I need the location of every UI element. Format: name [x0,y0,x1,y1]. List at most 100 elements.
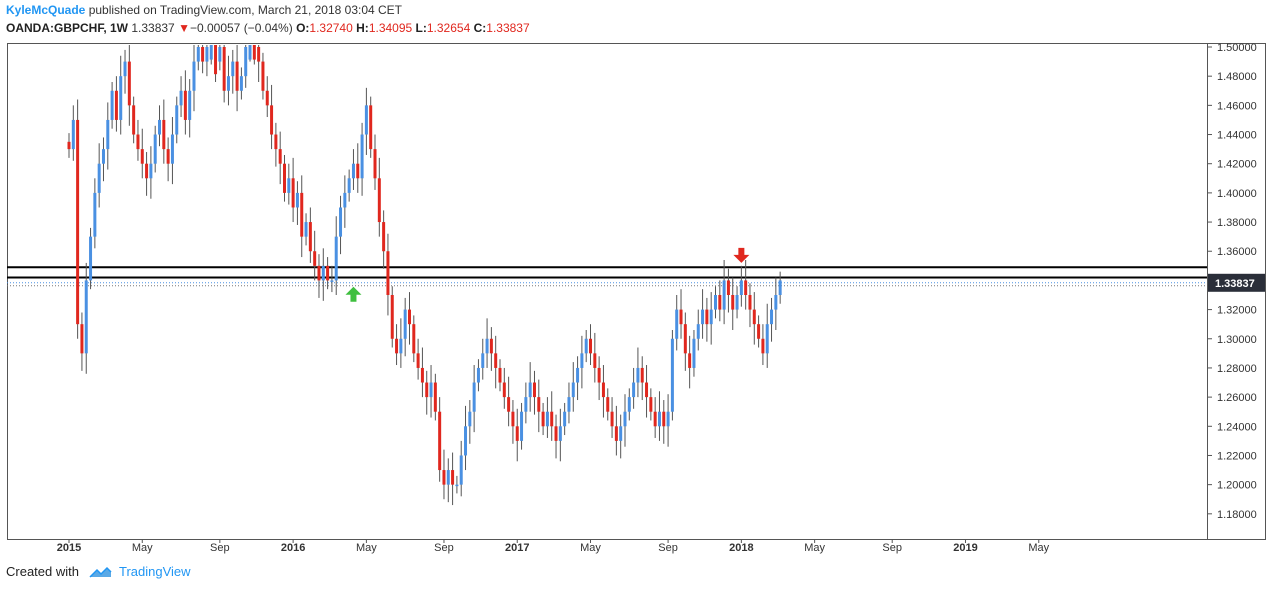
candle-body [468,411,472,427]
candle-body [632,382,636,398]
high-label: H: [356,21,369,35]
x-tick-label: Sep [658,542,678,554]
candle-body [399,338,403,354]
price-change: −0.00057 (−0.04%) [189,21,293,35]
candle-body [239,76,243,91]
candle-body [778,280,782,295]
tradingview-brand-link[interactable]: TradingView [118,564,191,579]
symbol-label[interactable]: OANDA:GBPCHF, 1W [6,21,128,35]
y-tick-label: 1.26000 [1217,392,1257,404]
candle-body [640,367,644,383]
candle-body [106,119,110,150]
candle-body [235,61,239,91]
open-label: O: [296,21,310,35]
y-tick-label: 1.36000 [1217,246,1257,258]
candle-body [76,119,80,325]
y-tick-label: 1.28000 [1217,363,1257,375]
x-tick-label: Sep [210,542,230,554]
candle-body [666,411,670,427]
candle-body [459,455,463,485]
candle-body [770,309,774,325]
last-price: 1.33837 [131,21,175,35]
x-tick-label: 2019 [953,542,977,554]
x-tick-label: May [1028,542,1049,554]
candle-body [412,324,416,354]
candle-body [89,236,93,281]
candle-body [304,222,308,237]
candle-body [476,367,480,383]
candle-body [395,338,399,354]
low-label: L: [415,21,427,35]
candle-body [183,90,187,120]
candle-body [520,411,524,441]
candle-body [571,382,575,398]
candle-body [761,338,765,354]
candle-body [110,90,114,120]
candle-body [369,105,373,150]
candle-body [442,470,446,485]
candle-body [584,338,588,354]
ohlc-line: OANDA:GBPCHF, 1W 1.33837 ▼−0.00057 (−0.0… [6,20,530,38]
candle-body [145,163,149,179]
candle-body [558,426,562,441]
candle-body [731,295,735,310]
candle-body [114,90,118,120]
close-label: C: [473,21,487,35]
candle-body [705,309,709,325]
candle-body [593,353,597,368]
candle-body [257,47,261,62]
candle-body [166,149,170,164]
candle-body [119,76,123,120]
candle-body [132,105,136,135]
candle-body [438,411,442,471]
candle-body [244,47,248,77]
candle-body [636,367,640,383]
y-tick-label: 1.18000 [1217,509,1257,521]
x-tick-label: May [804,542,825,554]
candle-body [127,61,131,106]
candle-body [265,90,269,106]
candle-body [313,251,317,266]
candle-body [455,484,459,487]
chart-area[interactable]: 1.50000 1.48000 1.46000 1.44000 1.42000 1.400… [7,43,1266,554]
candle-body [464,426,468,456]
candle-body [231,61,235,77]
candle-body [170,134,174,164]
y-tick-label: 1.46000 [1217,100,1257,112]
footer: Created with TradingView [6,564,191,579]
tradingview-cloud-icon[interactable] [87,565,113,579]
candle-body [261,61,265,91]
candle-body [709,309,713,325]
candle-body [339,207,343,237]
candle-body [149,163,153,179]
author-link[interactable]: KyleMcQuade [6,3,86,17]
x-tick-label: 2015 [57,542,81,554]
candle-body [580,353,584,368]
y-tick-label: 1.48000 [1217,71,1257,83]
candle-body [610,411,614,427]
candle-body [274,134,278,150]
price-chart[interactable]: 1.50000 1.48000 1.46000 1.44000 1.42000 1.400… [7,43,1266,555]
candle-body [494,353,498,368]
x-tick-label: Sep [434,542,454,554]
candle-body [386,251,390,295]
x-tick-label: Sep [882,542,902,554]
candle-body [175,105,179,135]
candle-body [541,411,545,427]
high-value: 1.34095 [368,21,413,35]
down-arrow-icon: ▼ [178,21,190,35]
arrow-up-icon [345,286,362,302]
candle-body [351,163,355,179]
candle-body [373,149,377,179]
candle-body [80,324,84,354]
candle-body [84,280,88,354]
candle-body [739,280,743,295]
candle-body [744,280,748,295]
candle-body [752,309,756,325]
candle-body [451,470,455,485]
candle-body [481,353,485,368]
x-tick-label: 2017 [505,542,529,554]
candle-body [347,178,351,193]
candle-body [420,367,424,383]
candle-body [774,295,778,310]
